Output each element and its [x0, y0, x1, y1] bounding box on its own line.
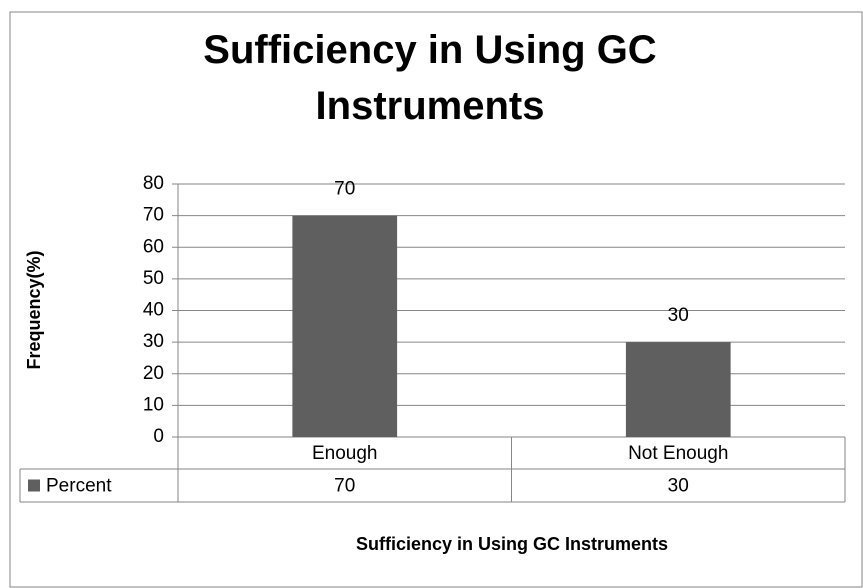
x-axis-label: Sufficiency in Using GC Instruments	[356, 534, 668, 554]
chart-border	[9, 11, 863, 588]
bar	[292, 215, 398, 437]
y-tick-label: 40	[143, 300, 164, 321]
y-tick-label: 70	[143, 205, 164, 226]
chart-title: Sufficiency in Using GC Instruments	[203, 28, 657, 128]
y-tick-label: 10	[143, 394, 164, 415]
y-tick-label: 30	[143, 331, 164, 352]
table-value: 30	[668, 476, 689, 497]
bar	[625, 342, 731, 437]
x-tick-label: Enough	[312, 443, 378, 464]
table-value: 70	[334, 476, 355, 497]
legend-label: Percent	[46, 476, 112, 497]
y-tick-label: 80	[143, 173, 164, 194]
y-tick-label: 50	[143, 268, 164, 289]
x-tick-label: Not Enough	[628, 443, 728, 464]
legend-key	[28, 479, 40, 492]
data-label: 30	[668, 305, 689, 326]
y-tick-label: 0	[153, 426, 164, 447]
y-tick-label: 20	[143, 363, 164, 384]
y-axis-label: Frequency(%)	[24, 250, 44, 369]
y-tick-label: 60	[143, 236, 164, 257]
data-label: 70	[334, 179, 355, 200]
